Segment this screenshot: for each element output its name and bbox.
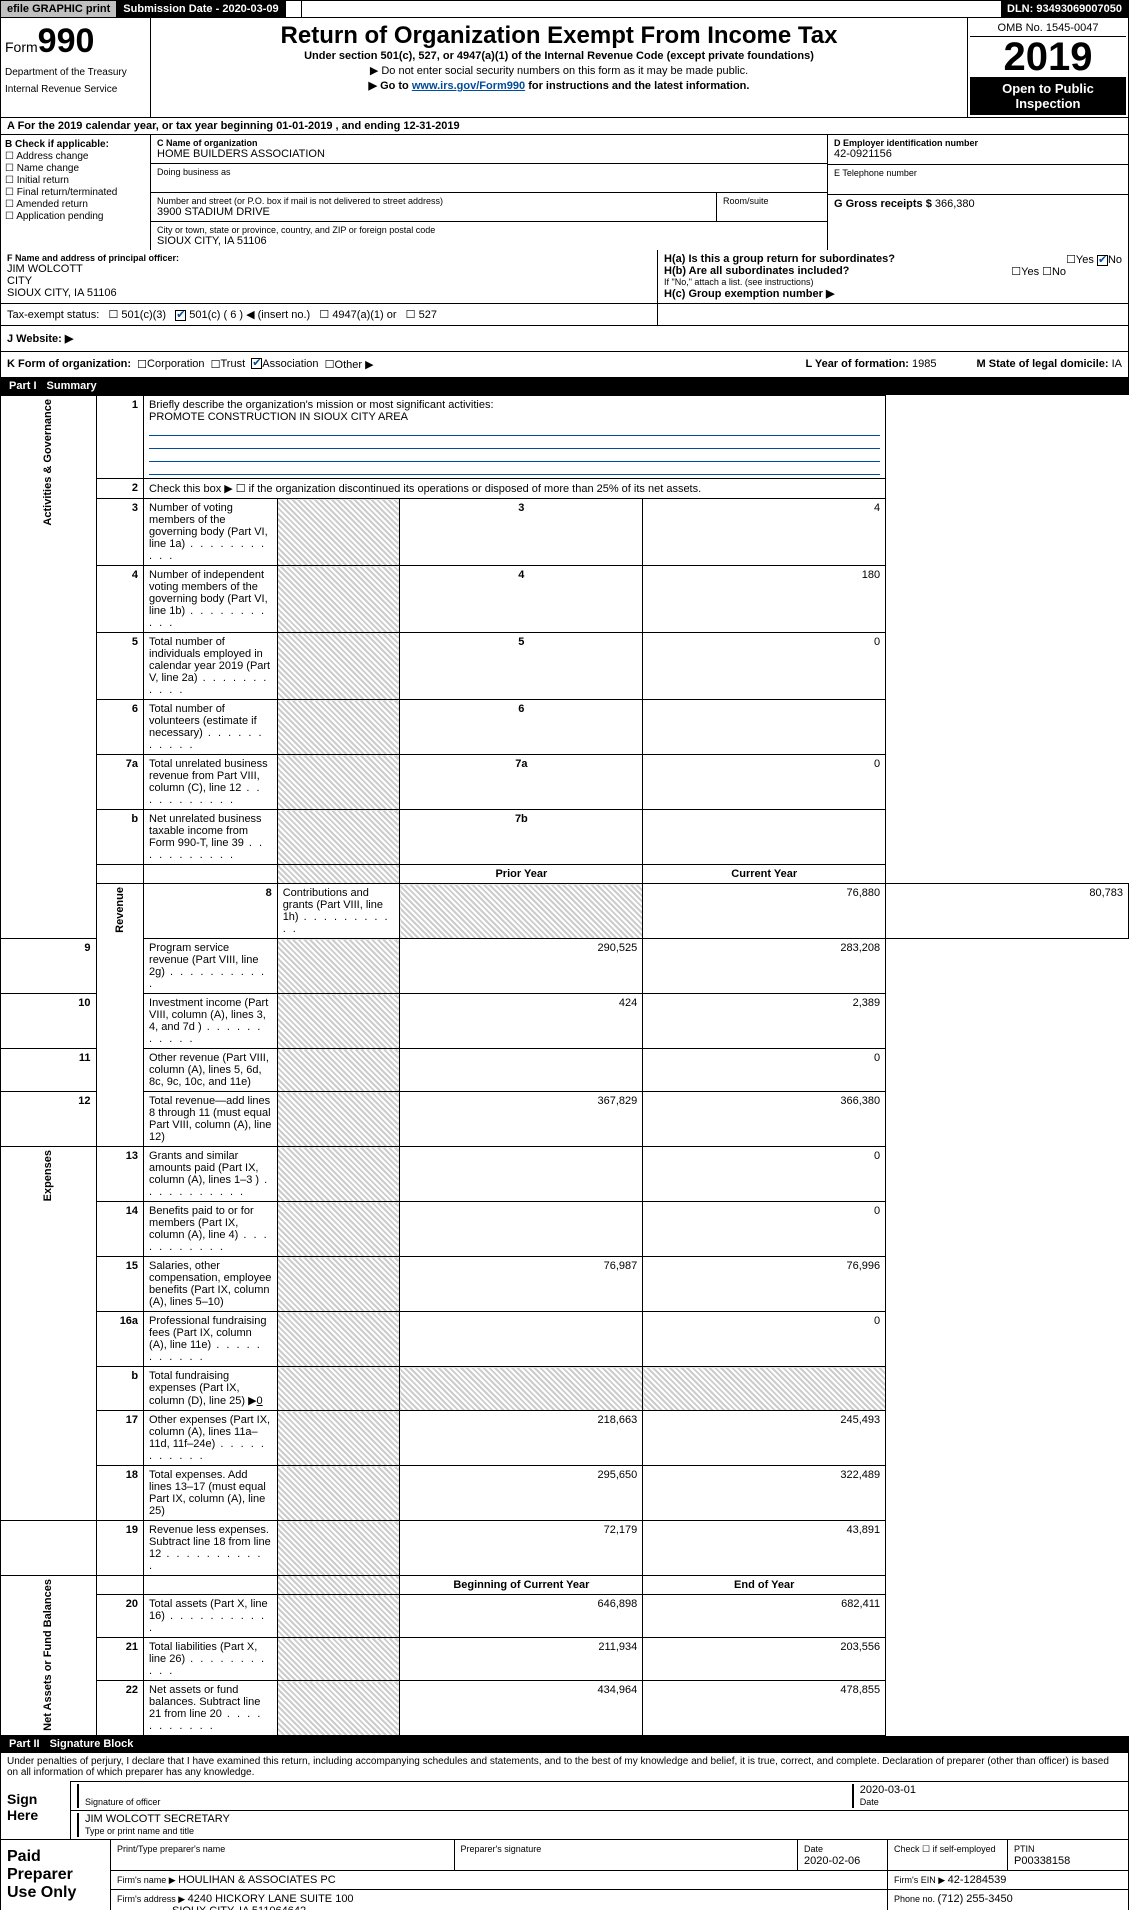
line7b: Net unrelated business taxable income fr… [144,810,278,865]
room-label: Room/suite [723,196,821,206]
efile-badge[interactable]: efile GRAPHIC print [1,1,117,17]
line2: Check this box ▶ ☐ if the organization d… [144,479,886,499]
open-inspection: Open to Public Inspection [970,77,1126,115]
ssn-warning: ▶ Do not enter social security numbers o… [159,64,959,77]
tax-left: Tax-exempt status: ☐ 501(c)(3) 501(c) ( … [1,304,658,325]
fgh-row: F Name and address of principal officer:… [0,250,1129,304]
ein-value: 42-0921156 [834,148,1122,160]
val7b [643,810,886,865]
val5: 0 [643,633,886,700]
form-number: 990 [38,22,95,60]
penalty-text: Under penalties of perjury, I declare th… [1,1753,1128,1781]
name-label: C Name of organization [157,138,821,148]
paid-preparer-block: Paid Preparer Use Only Print/Type prepar… [0,1840,1129,1910]
gross-label: G Gross receipts $ [834,198,935,210]
k-label: K Form of organization: [7,358,131,371]
paid-preparer-label: Paid Preparer Use Only [1,1840,111,1910]
city-state-zip: SIOUX CITY, IA 51106 [157,235,821,247]
ha-no-check [1097,255,1108,266]
header-row: Form990 Department of the Treasury Inter… [0,18,1129,118]
hdr-current: Current Year [643,865,886,884]
form-prefix: Form [5,39,38,55]
line1-label: Briefly describe the organization's miss… [149,399,493,411]
addr-label: Number and street (or P.O. box if mail i… [157,196,710,206]
officer-label: F Name and address of principal officer: [7,253,651,263]
row-k: K Form of organization: ☐ Corporation ☐ … [0,352,1129,378]
501c-check [175,310,186,321]
dept-treasury: Department of the Treasury [5,67,146,78]
subdate-label: Submission Date - 2020-03-09 [117,1,285,17]
val6 [643,700,886,755]
gross-value: 366,380 [935,198,975,210]
chk-amended[interactable]: ☐ Amended return [5,199,146,210]
tax-right [658,304,1128,325]
title-box: Return of Organization Exempt From Incom… [151,18,968,117]
ha-line: H(a) Is this a group return for subordin… [664,253,1122,265]
line7a: Total unrelated business revenue from Pa… [144,755,278,810]
form-box: Form990 Department of the Treasury Inter… [1,18,151,117]
col-f: F Name and address of principal officer:… [1,250,658,303]
officer-city: CITY [7,275,651,287]
phone-label: E Telephone number [834,168,1122,178]
part1-header: Part I Summary [0,378,1129,395]
part2-header: Part II Signature Block [0,1736,1129,1753]
firm-name: HOULIHAN & ASSOCIATES PC [178,1874,336,1886]
col-de: D Employer identification number 42-0921… [828,135,1128,250]
dba-label: Doing business as [157,167,821,177]
dept-irs: Internal Revenue Service [5,84,146,95]
side-exp: Expenses [42,1150,54,1201]
goto-line: ▶ Go to www.irs.gov/Form990 for instruct… [159,79,959,92]
chk-initial[interactable]: ☐ Initial return [5,175,146,186]
block-bcde: B Check if applicable: ☐ Address change … [0,135,1129,250]
line4: Number of independent voting members of … [144,566,278,633]
summary-table: Activities & Governance 1 Briefly descri… [0,395,1129,1736]
col-b-header: B Check if applicable: [5,139,146,150]
ein-label: D Employer identification number [834,138,1122,148]
sign-here-label: Sign Here [1,1781,71,1839]
tax-year: 2019 [970,37,1126,77]
city-label: City or town, state or province, country… [157,225,821,235]
officer-sig-name: JIM WOLCOTT SECRETARY [85,1813,230,1825]
chk-address[interactable]: ☐ Address change [5,151,146,162]
line3: Number of voting members of the governin… [144,499,278,566]
form990-link[interactable]: www.irs.gov/Form990 [412,80,525,92]
hdr-prior: Prior Year [400,865,643,884]
top-bar: efile GRAPHIC print Submission Date - 20… [0,0,1129,18]
side-ag: Activities & Governance [42,399,54,526]
officer-addr: SIOUX CITY, IA 51106 [7,287,651,299]
line1-value: PROMOTE CONSTRUCTION IN SIOUX CITY AREA [149,411,408,423]
side-nafb: Net Assets or Fund Balances [42,1579,54,1731]
col-h: H(a) Is this a group return for subordin… [658,250,1128,303]
val7a: 0 [643,755,886,810]
line5: Total number of individuals employed in … [144,633,278,700]
side-rev: Revenue [114,887,126,933]
subdate-spacer [286,1,302,17]
val4: 180 [643,566,886,633]
tax-status-row: Tax-exempt status: ☐ 501(c)(3) 501(c) ( … [0,304,1129,326]
row-j: J Website: ▶ [0,326,1129,352]
dln-badge: DLN: 93493069007050 [1001,1,1128,17]
chk-pending[interactable]: ☐ Application pending [5,211,146,222]
hb-note: If "No," attach a list. (see instruction… [664,277,1122,287]
street-address: 3900 STADIUM DRIVE [157,206,710,218]
assoc-check [251,358,262,369]
hb-line: H(b) Are all subordinates included? ☐Yes… [664,265,1122,277]
line6: Total number of volunteers (estimate if … [144,700,278,755]
form-subtitle: Under section 501(c), 527, or 4947(a)(1)… [159,50,959,62]
val3: 4 [643,499,886,566]
sig-block: Under penalties of perjury, I declare th… [0,1753,1129,1840]
row-a: A For the 2019 calendar year, or tax yea… [0,118,1129,135]
officer-name: JIM WOLCOTT [7,263,651,275]
hc-line: H(c) Group exemption number ▶ [664,287,1122,300]
form-title: Return of Organization Exempt From Incom… [159,22,959,50]
org-name: HOME BUILDERS ASSOCIATION [157,148,821,160]
chk-final[interactable]: ☐ Final return/terminated [5,187,146,198]
col-c: C Name of organization HOME BUILDERS ASS… [151,135,828,250]
year-box: OMB No. 1545-0047 2019 Open to Public In… [968,18,1128,117]
col-b: B Check if applicable: ☐ Address change … [1,135,151,250]
chk-name[interactable]: ☐ Name change [5,163,146,174]
